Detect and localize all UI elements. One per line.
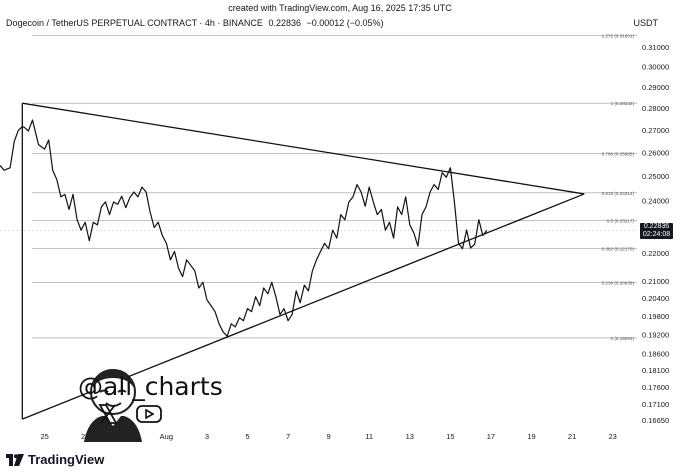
symbol-info: Dogecoin / TetherUS PERPETUAL CONTRACT ·… [6,18,387,28]
y-tick-label: 0.27000 [642,126,669,135]
tradingview-brand: TradingView [28,452,105,467]
x-tick-label: 15 [446,432,454,441]
y-tick-label: 0.18600 [642,350,669,359]
x-tick-label: 21 [568,432,576,441]
x-tick-label: Aug [160,432,173,441]
last-price-tag: 0.22836 02:24:08 [640,222,673,239]
y-tick-label: 0.17600 [642,383,669,392]
x-tick-label: 23 [608,432,616,441]
y-tick-label: 0.31000 [642,43,669,52]
fib-level-label: 0.236 (0.20939) [602,281,635,286]
symbol-name[interactable]: Dogecoin / TetherUS PERPETUAL CONTRACT ·… [6,18,263,28]
x-tick-label: 7 [286,432,290,441]
x-tick-label: 19 [527,432,535,441]
tradingview-icon [6,453,24,466]
x-tick-label: 3 [205,432,209,441]
fib-level-label: 0.5 (0.23217) [607,219,635,224]
price-tag-value: 0.22836 [643,222,670,230]
y-tick-label: 0.21000 [642,277,669,286]
x-tick-label: 11 [365,432,373,441]
x-tick-label: 27 [81,432,89,441]
price-change: −0.00012 (−0.05%) [306,18,384,28]
social-icons [98,404,162,424]
fib-level-label: 0.786 (0.25965) [602,151,635,156]
y-tick-label: 0.19200 [642,331,669,340]
created-caption: created with TradingView.com, Aug 16, 20… [228,3,452,13]
x-tick-label: 5 [245,432,249,441]
y-tick-label: 0.26000 [642,149,669,158]
y-tick-label: 0.18100 [642,366,669,375]
watermark-handle: @ali_charts [78,372,223,401]
y-tick-label: 0.20400 [642,294,669,303]
y-tick-label: 0.16650 [642,416,669,425]
y-tick-label: 0.22000 [642,249,669,258]
y-tick-label: 0.25000 [642,172,669,181]
fib-level-label: 1 (0.28232) [611,101,635,106]
y-tick-label: 0.30000 [642,63,669,72]
y-tick-label: 0.19800 [642,312,669,321]
y-tick-label: 0.24000 [642,197,669,206]
fib-level-label: 0.618 (0.24314) [602,191,635,196]
x-tick-label: 17 [487,432,495,441]
tradingview-logo[interactable]: TradingView [6,452,104,467]
x-tick-label: 9 [327,432,331,441]
x-tick-label: 13 [406,432,414,441]
fib-level-label: 1.272 (0.31601) [602,33,635,38]
fib-level-label: 0 (0.19093) [611,336,635,341]
avatar-icon [84,369,142,442]
price-series-line[interactable] [0,119,488,337]
x-tick-label: 25 [40,432,48,441]
y-tick-label: 0.28000 [642,104,669,113]
last-price: 0.22836 [268,18,301,28]
x-icon [98,404,118,424]
price-tag-countdown: 02:24:08 [642,230,671,238]
y-tick-label: 0.17100 [642,400,669,409]
y-tick-label: 0.29000 [642,83,669,92]
youtube-icon [136,405,162,423]
trendline[interactable] [22,102,585,195]
fib-level-label: 0.382 (0.22170) [602,246,635,251]
currency-label[interactable]: USDT [633,18,659,28]
